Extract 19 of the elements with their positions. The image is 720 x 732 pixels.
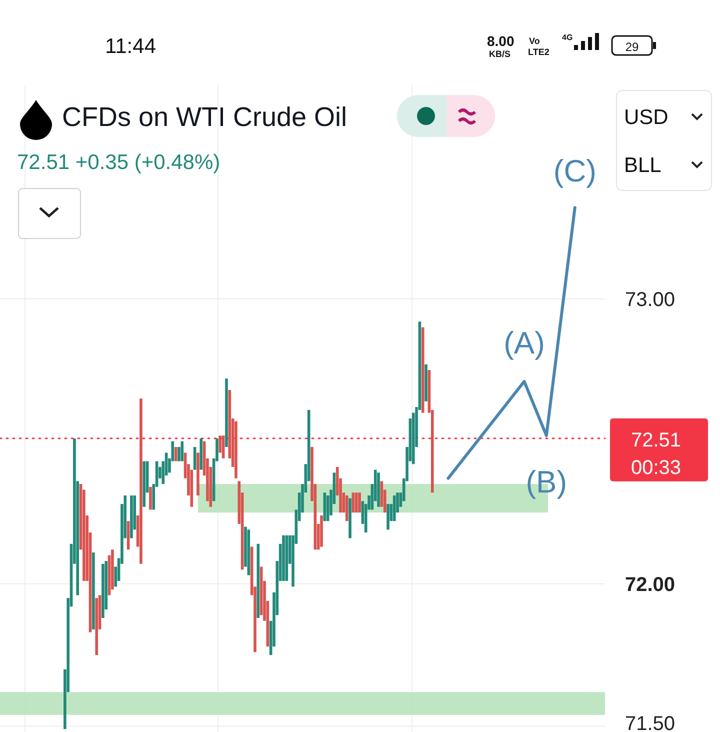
text: 11:44	[105, 35, 156, 58]
text: 4G	[562, 33, 573, 42]
text: 00:33	[630, 457, 682, 479]
text: 8.00	[487, 33, 514, 49]
text: 72.51 +0.35 (+0.48%)	[17, 151, 220, 174]
text: KB/S	[489, 49, 511, 59]
y-tick-label: 73.00	[624, 288, 676, 311]
text: CFDs on WTI Crude Oil	[62, 102, 348, 132]
ref-line-label: 72.51	[630, 429, 682, 452]
annotation: (C)	[553, 154, 596, 189]
text: BLL	[624, 154, 662, 177]
annotation: (A)	[504, 325, 545, 360]
text: LTE2	[528, 47, 550, 57]
y-tick-label: 71.50	[624, 713, 676, 732]
text: 29	[625, 40, 639, 54]
text: Vo	[529, 36, 540, 46]
y-tick-label: 72.00	[624, 574, 676, 596]
annotation: (B)	[526, 464, 568, 500]
text: USD	[624, 106, 668, 129]
